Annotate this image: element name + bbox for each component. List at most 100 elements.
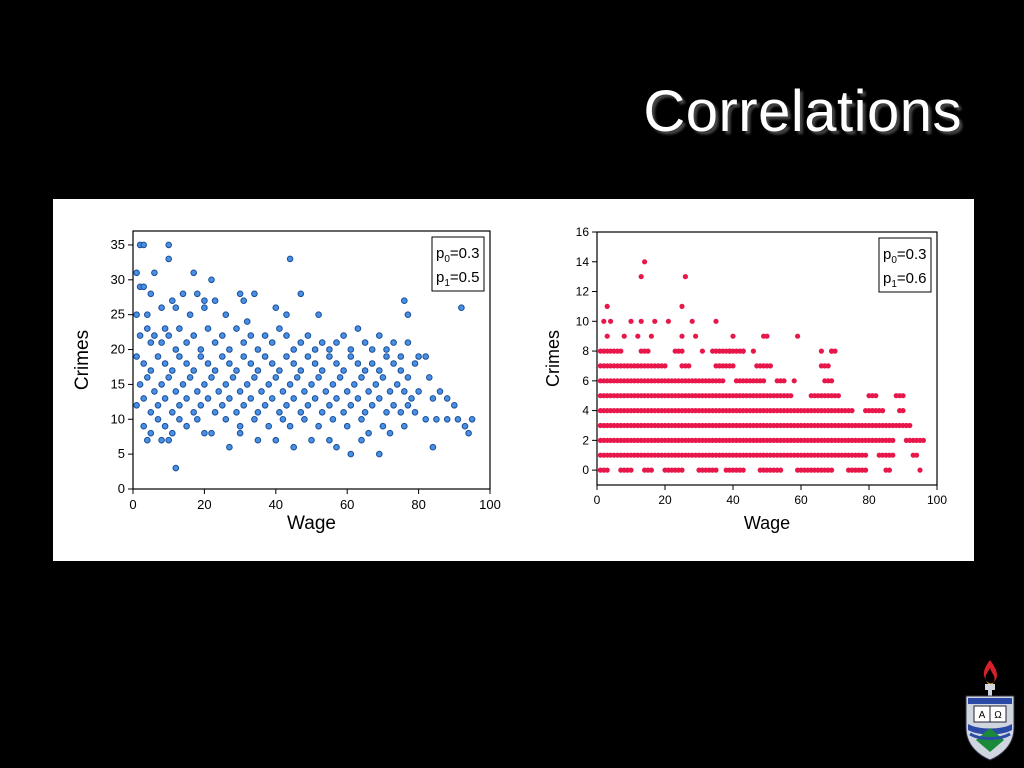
scatter-point bbox=[401, 388, 408, 395]
scatter-point bbox=[183, 339, 190, 346]
scatter-point bbox=[433, 416, 440, 423]
scatter-point bbox=[336, 374, 344, 381]
legend: p0=0.3 p1=0.5 bbox=[431, 236, 485, 292]
scatter-point bbox=[165, 436, 172, 444]
scatter-point bbox=[304, 353, 312, 360]
scatter-point bbox=[315, 311, 322, 318]
scatter-point bbox=[326, 346, 333, 353]
scatter-point bbox=[383, 353, 390, 360]
scatter-point bbox=[465, 429, 472, 437]
scatter-point bbox=[276, 409, 283, 416]
scatter-point bbox=[254, 436, 262, 444]
scatter-point bbox=[863, 452, 869, 458]
scatter-point bbox=[154, 353, 162, 360]
scatter-point bbox=[226, 395, 233, 402]
scatter-point bbox=[251, 290, 258, 298]
scatter-point bbox=[365, 388, 372, 395]
scatter-point bbox=[379, 422, 387, 430]
scatter-point bbox=[764, 333, 770, 339]
scatter-point bbox=[662, 363, 668, 369]
legend-box bbox=[431, 236, 485, 292]
scatter-point bbox=[372, 381, 380, 388]
scatter-point bbox=[222, 311, 230, 318]
scatter-point bbox=[365, 429, 372, 437]
scatter-point bbox=[179, 381, 187, 388]
scatter-point bbox=[791, 378, 797, 384]
scatter-point bbox=[140, 360, 147, 367]
scatter-point bbox=[740, 467, 746, 473]
scatter-point bbox=[290, 443, 297, 451]
scatter-point bbox=[201, 429, 208, 437]
scatter-point bbox=[161, 395, 169, 402]
scatter-point bbox=[133, 311, 140, 318]
scatter-point bbox=[158, 304, 165, 311]
x-tick-label: 40 bbox=[726, 493, 740, 507]
scatter-point bbox=[233, 325, 240, 332]
scatter-point bbox=[279, 388, 287, 395]
x-tick-label: 100 bbox=[479, 497, 501, 512]
scatter-point bbox=[290, 346, 297, 353]
scatter-point bbox=[397, 409, 405, 416]
scatter-point bbox=[283, 311, 290, 318]
scatter-point bbox=[645, 348, 651, 354]
scatter-point bbox=[358, 436, 365, 444]
scatter-point bbox=[730, 363, 736, 369]
x-tick-label: 0 bbox=[129, 497, 136, 512]
svg-text:A: A bbox=[979, 710, 986, 721]
scatter-point bbox=[286, 381, 294, 388]
scatter-point bbox=[679, 348, 685, 354]
scatter-point bbox=[211, 297, 219, 304]
scatter-point bbox=[140, 395, 147, 402]
scatter-point bbox=[648, 467, 654, 473]
scatter-point bbox=[154, 416, 162, 423]
scatter-point bbox=[900, 393, 906, 399]
scatter-point bbox=[233, 367, 240, 374]
scatter-point bbox=[408, 395, 415, 402]
scatter-point bbox=[368, 346, 376, 353]
scatter-point bbox=[158, 381, 165, 388]
scatter-point bbox=[767, 363, 773, 369]
scatter-point bbox=[165, 332, 172, 339]
y-tick-label: 5 bbox=[118, 446, 125, 461]
scatter-point bbox=[601, 318, 607, 324]
scatter-point bbox=[133, 269, 140, 277]
scatter-point bbox=[169, 367, 176, 374]
scatter-point bbox=[333, 395, 340, 402]
scatter-point bbox=[233, 409, 240, 416]
scatter-point bbox=[429, 395, 437, 402]
scatter-point bbox=[186, 311, 194, 318]
scatter-point bbox=[849, 408, 855, 414]
scatter-point bbox=[618, 348, 624, 354]
scatter-point bbox=[720, 378, 726, 384]
scatter-point bbox=[318, 409, 326, 416]
scatter-point bbox=[251, 374, 258, 381]
scatter-point bbox=[829, 378, 835, 384]
scatter-point bbox=[415, 353, 422, 360]
scatter-point bbox=[648, 333, 654, 339]
scatter-point bbox=[183, 395, 190, 402]
scatter-point bbox=[361, 409, 369, 416]
scatter-point bbox=[329, 416, 337, 423]
scatter-point bbox=[642, 259, 648, 265]
scatter-point bbox=[390, 360, 397, 367]
scatter-point bbox=[781, 378, 787, 384]
scatter-point bbox=[169, 297, 176, 304]
scatter-point bbox=[351, 381, 358, 388]
scatter-point bbox=[158, 436, 165, 444]
scatter-point bbox=[604, 303, 610, 309]
scatter-point bbox=[679, 303, 685, 309]
scatter-point bbox=[211, 409, 219, 416]
data-points bbox=[597, 259, 926, 473]
scatter-point bbox=[301, 416, 308, 423]
scatter-point bbox=[393, 381, 401, 388]
scatter-point bbox=[197, 353, 205, 360]
y-tick-label: 25 bbox=[111, 307, 125, 322]
scatter-point bbox=[165, 241, 172, 249]
scatter-point bbox=[211, 367, 219, 374]
scatter-point bbox=[693, 333, 699, 339]
scatter-point bbox=[318, 367, 326, 374]
scatter-point bbox=[151, 388, 158, 395]
scatter-point bbox=[147, 290, 155, 298]
scatter-point bbox=[443, 416, 451, 423]
scatter-point bbox=[404, 311, 412, 318]
